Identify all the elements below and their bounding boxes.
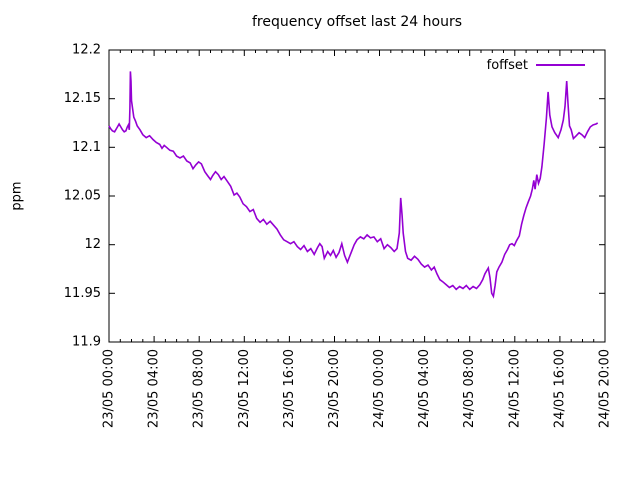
x-tick-label: 23/05 12:00 — [237, 349, 252, 428]
x-tick-label: 24/05 08:00 — [462, 349, 477, 428]
y-tick-label: 12.15 — [64, 91, 101, 106]
foffset-line — [108, 71, 599, 299]
x-tick-label: 23/05 04:00 — [147, 349, 162, 428]
y-tick-label: 12.2 — [72, 43, 101, 58]
x-tick-label: 23/05 16:00 — [282, 349, 297, 428]
legend-label: foffset — [486, 58, 528, 73]
y-tick-label: 12.05 — [64, 189, 101, 204]
x-tick-label: 23/05 00:00 — [102, 349, 117, 428]
x-tick-label: 24/05 16:00 — [552, 349, 567, 428]
y-axis-label: ppm — [9, 181, 25, 211]
y-tick-label: 12 — [84, 237, 101, 252]
plot-border — [108, 49, 606, 343]
x-tick-label: 23/05 20:00 — [327, 349, 342, 428]
x-tick-label: 24/05 20:00 — [598, 349, 613, 428]
chart-title: frequency offset last 24 hours — [251, 14, 463, 30]
x-tick-label: 24/05 04:00 — [417, 349, 432, 428]
x-tick-label: 24/05 12:00 — [507, 349, 522, 428]
x-tick-label: 23/05 08:00 — [192, 349, 207, 428]
x-tick-label: 24/05 00:00 — [372, 349, 387, 428]
y-tick-label: 11.95 — [64, 286, 101, 301]
y-tick-label: 12.1 — [72, 140, 101, 155]
y-tick-label: 11.9 — [72, 335, 101, 350]
